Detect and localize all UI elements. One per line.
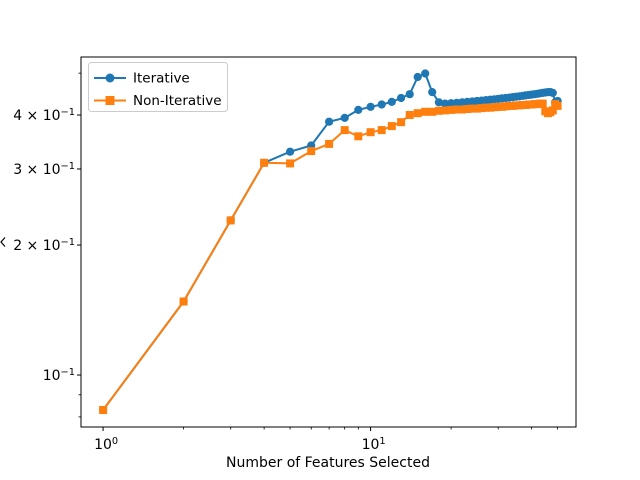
data-point-marker: [325, 139, 334, 148]
data-point-marker: [548, 106, 557, 115]
y-axis-label-fragment: [0, 237, 6, 247]
data-point-marker: [387, 97, 396, 106]
data-point-marker: [377, 100, 386, 109]
data-point-marker: [354, 132, 363, 141]
data-point-marker: [286, 159, 295, 168]
legend-square-marker: [105, 96, 115, 105]
x-axis: 100 101: [94, 427, 558, 453]
data-point-marker: [377, 126, 386, 135]
y-tick-label: 4 × 10−1: [13, 107, 75, 124]
data-point-marker: [482, 103, 490, 112]
data-point-marker: [434, 98, 443, 107]
data-point-marker: [447, 105, 456, 114]
data-point-marker: [434, 106, 443, 115]
data-point-marker: [428, 88, 437, 97]
legend-circle-marker: [105, 73, 115, 83]
y-tick-label: 3 × 10−1: [13, 161, 75, 178]
data-point-marker: [397, 118, 406, 127]
data-point-marker: [405, 90, 414, 99]
data-point-marker: [397, 93, 406, 103]
legend: [88, 62, 228, 112]
data-point-marker: [441, 99, 450, 108]
data-point-marker: [179, 297, 188, 306]
chart-generated-layer: 100 101 4 × 10−1 3 × 10−1 2 × 10−1 10−1: [0, 56, 577, 453]
plot-border: [80, 56, 577, 428]
data-point-marker: [463, 105, 472, 113]
data-point-marker: [413, 72, 422, 82]
data-point-marker: [99, 406, 108, 414]
data-point-marker: [354, 105, 363, 114]
data-point-marker: [553, 101, 562, 110]
data-point-marker: [340, 126, 349, 135]
data-point-marker: [458, 105, 467, 114]
data-point-marker: [441, 106, 450, 115]
x-axis-title: Number of Features Selected: [226, 455, 430, 471]
data-point-marker: [340, 113, 349, 122]
data-point-marker: [226, 216, 235, 225]
legend-label-iterative: Iterative: [133, 71, 190, 87]
data-point-marker: [548, 88, 557, 97]
data-point-marker: [421, 69, 430, 78]
data-point-marker: [452, 105, 461, 114]
data-point-marker: [473, 104, 481, 113]
series-iterative: [99, 69, 562, 415]
y-tick-label: 10−1: [43, 367, 75, 384]
data-point-marker: [477, 104, 486, 113]
data-point-marker: [307, 147, 316, 156]
data-point-marker: [428, 107, 437, 116]
data-point-marker: [486, 103, 495, 112]
chart-line: [102, 102, 559, 411]
data-point-marker: [325, 117, 334, 126]
x-tick-label: 100: [94, 436, 118, 453]
data-point-marker: [387, 122, 396, 131]
x-tick-label: 101: [362, 436, 386, 453]
legend-label-non-iterative: Non-Iterative: [133, 93, 222, 109]
y-tick-label: 2 × 10−1: [13, 237, 75, 254]
data-point-marker: [468, 104, 477, 113]
data-point-marker: [405, 111, 414, 119]
legend-box: [88, 62, 228, 112]
y-axis: 4 × 10−1 3 × 10−1 2 × 10−1 10−1: [13, 72, 81, 418]
data-point-marker: [413, 109, 422, 118]
series-non-iterative: [99, 99, 562, 414]
data-point-marker: [286, 147, 295, 156]
data-point-marker: [538, 99, 547, 108]
data-point-marker: [421, 107, 430, 116]
data-point-marker: [366, 102, 375, 111]
data-point-marker: [366, 128, 375, 137]
data-point-marker: [260, 158, 269, 167]
